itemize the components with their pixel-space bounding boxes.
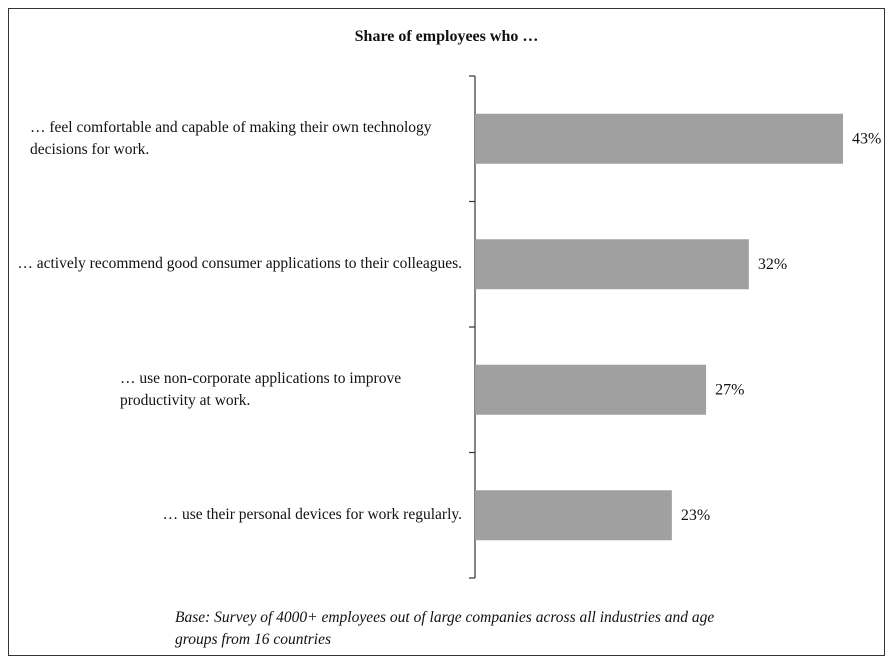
- bar: [475, 239, 749, 290]
- bar: [475, 364, 707, 415]
- value-label: 43%: [852, 130, 881, 147]
- category-label: … use non-corporate applications to impr…: [120, 369, 402, 409]
- value-label: 27%: [715, 381, 744, 398]
- bar: [475, 490, 672, 541]
- frame: [8, 8, 885, 656]
- footnote: Base: Survey of 4000+ employees out of l…: [175, 609, 715, 648]
- category-label: … actively recommend good consumer appli…: [17, 255, 462, 273]
- value-label: 23%: [681, 507, 710, 524]
- category-label: … use their personal devices for work re…: [162, 506, 462, 524]
- category-label: … feel comfortable and capable of making…: [30, 118, 432, 158]
- value-label: 32%: [758, 256, 787, 273]
- bar: [475, 113, 843, 164]
- chart-title: Share of employees who …: [354, 28, 539, 45]
